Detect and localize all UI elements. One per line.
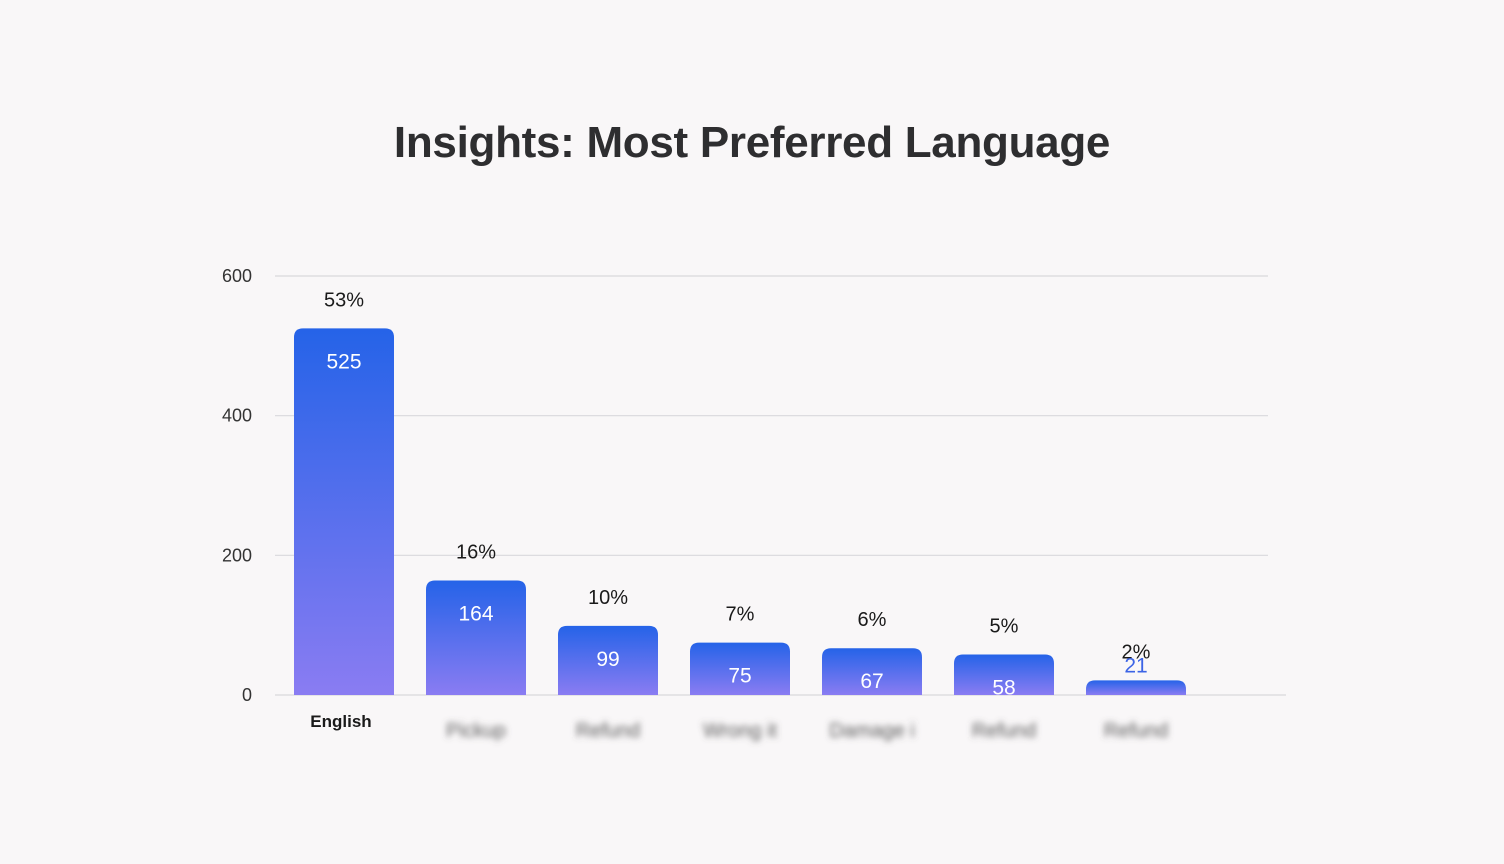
y-tick-label: 0 bbox=[242, 685, 252, 705]
bar bbox=[822, 648, 922, 695]
category-label: Refund bbox=[576, 720, 641, 742]
category-label: English bbox=[310, 712, 371, 731]
x-axis: English Pickup Refund Wrong it Damage i Refun… bbox=[310, 712, 1168, 742]
bar-labels: 53% 525 16% 164 10% 99 7% 75 6% 67 5% 58 2%21 bbox=[324, 289, 1151, 699]
category-label: Refund bbox=[1104, 720, 1169, 742]
y-tick-label: 600 bbox=[222, 266, 252, 286]
value-label: 99 bbox=[596, 648, 619, 671]
y-axis: 0 200 400 600 bbox=[222, 266, 252, 705]
y-tick-label: 400 bbox=[222, 406, 252, 426]
percent-label: 53% bbox=[324, 289, 364, 311]
percent-label: 5% bbox=[990, 615, 1019, 637]
bar bbox=[954, 654, 1054, 695]
bar bbox=[294, 328, 394, 695]
category-label: Damage i bbox=[829, 720, 915, 742]
category-label: Refund bbox=[972, 720, 1037, 742]
bar bbox=[558, 625, 658, 695]
value-label: 164 bbox=[458, 602, 493, 625]
percent-label: 10% bbox=[588, 587, 628, 609]
bar bbox=[426, 580, 526, 695]
value-label: 21 bbox=[1124, 654, 1147, 677]
percent-label: 7% bbox=[726, 604, 755, 626]
value-label: 75 bbox=[728, 665, 751, 688]
percent-label: 6% bbox=[858, 609, 887, 631]
percent-label: 16% bbox=[456, 541, 496, 563]
category-label: Pickup bbox=[446, 720, 506, 742]
value-label: 67 bbox=[860, 670, 883, 693]
bar bbox=[690, 642, 790, 695]
bar bbox=[1086, 680, 1186, 695]
y-tick-label: 200 bbox=[222, 545, 252, 565]
bars bbox=[294, 328, 1186, 695]
category-label: Wrong it bbox=[703, 720, 778, 742]
percent-label: 2% bbox=[1122, 641, 1151, 663]
value-label: 58 bbox=[992, 676, 1015, 699]
chart-title: Insights: Most Preferred Language bbox=[393, 118, 1111, 167]
value-label: 525 bbox=[326, 350, 361, 373]
